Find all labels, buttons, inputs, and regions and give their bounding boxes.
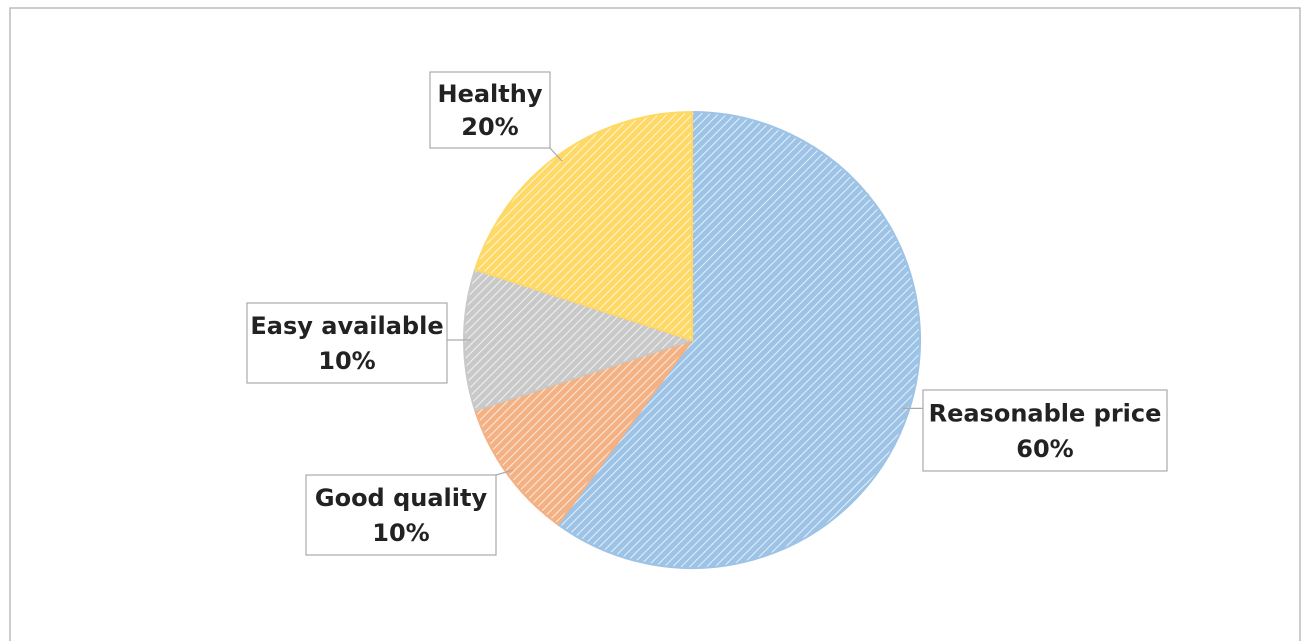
label-box: [429, 71, 551, 149]
label-name: Reasonable price: [929, 399, 1162, 427]
data-label: 10%: [318, 347, 375, 375]
pie-slice: [473, 110, 693, 342]
data-label: 20%: [461, 113, 518, 141]
label-name: Healthy: [438, 80, 543, 108]
pie-slice: [556, 110, 921, 569]
label-box: [305, 474, 497, 556]
data-label: 60%: [1016, 435, 1073, 463]
label-box: [246, 302, 448, 384]
leader-line: [549, 147, 563, 162]
pie-slice: [473, 338, 695, 526]
label-name: Easy available: [250, 312, 443, 340]
label-name: Good quality: [315, 484, 488, 512]
data-label: 10%: [372, 519, 429, 547]
frame: [9, 7, 1301, 641]
leader-line: [495, 469, 514, 476]
label-box: [922, 389, 1168, 472]
